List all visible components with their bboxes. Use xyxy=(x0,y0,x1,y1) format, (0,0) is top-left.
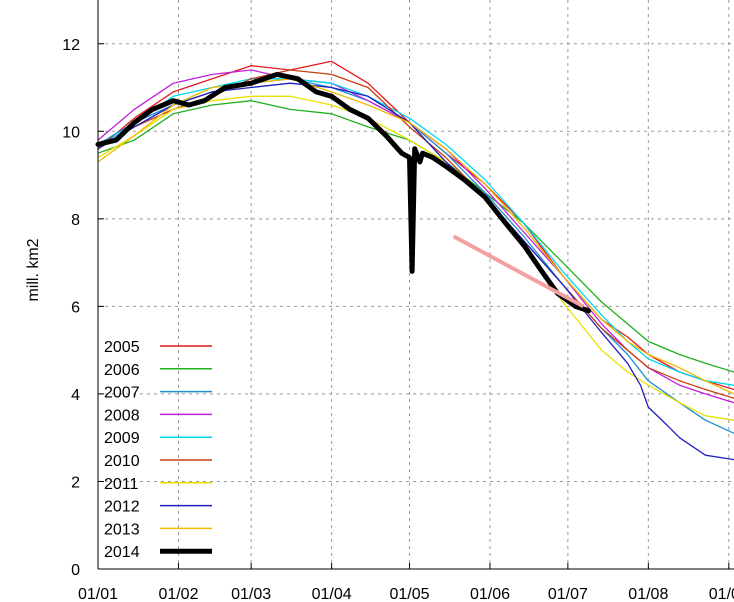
x-tick-label: 01/04 xyxy=(312,586,352,602)
x-tick-label: 01/02 xyxy=(158,586,198,602)
y-tick-label: 2 xyxy=(71,474,80,491)
legend-label-2014: 2014 xyxy=(104,544,140,561)
axis-layer xyxy=(97,0,734,570)
series-line-2006 xyxy=(97,100,734,373)
legend-label-2006: 2006 xyxy=(104,362,140,379)
annotation-line xyxy=(452,234,585,309)
y-tick-label: 8 xyxy=(71,212,80,229)
tick-layer: 01/01 01/02 01/03 01/04 01/05 01/06 01/07 01/08… xyxy=(62,37,734,602)
y-tick-label: 12 xyxy=(62,37,80,54)
x-tick-label: 01/07 xyxy=(548,586,588,602)
legend-label-2010: 2010 xyxy=(104,453,140,470)
legend-label-2011: 2011 xyxy=(104,476,139,493)
legend-label-2009: 2009 xyxy=(104,430,140,447)
y-tick-label: 4 xyxy=(71,387,80,404)
y-axis-title: mill. km2 xyxy=(25,238,42,301)
series-line-2013 xyxy=(97,78,734,395)
legend: 2005 2006 2007 2008 2009 2010 2011 2012 2013 2014 xyxy=(104,339,212,561)
y-tick-label: 0 xyxy=(71,562,80,579)
legend-label-2007: 2007 xyxy=(104,385,140,402)
y-tick-label: 6 xyxy=(71,299,80,316)
x-tick-label: 01/08 xyxy=(628,586,668,602)
series-line-2008 xyxy=(97,69,734,404)
x-tick-label: 01/05 xyxy=(389,586,429,602)
series-line-2009 xyxy=(97,78,734,386)
series-line-2011 xyxy=(97,95,734,421)
grid-layer xyxy=(98,0,734,569)
legend-label-2005: 2005 xyxy=(104,339,140,356)
x-tick-label: 01/06 xyxy=(470,586,510,602)
legend-label-2013: 2013 xyxy=(104,521,140,538)
x-tick-label: 01/03 xyxy=(231,586,271,602)
legend-label-2008: 2008 xyxy=(104,407,140,424)
y-tick-label: 10 xyxy=(62,124,80,141)
x-tick-label: 01/01 xyxy=(78,586,118,602)
series-line-2005 xyxy=(97,60,734,391)
series-layer xyxy=(95,60,734,461)
series-line-2012 xyxy=(97,82,734,461)
legend-label-2012: 2012 xyxy=(104,499,140,516)
series-line-2014 xyxy=(95,71,592,314)
x-tick-label: 01/09 xyxy=(709,586,734,602)
